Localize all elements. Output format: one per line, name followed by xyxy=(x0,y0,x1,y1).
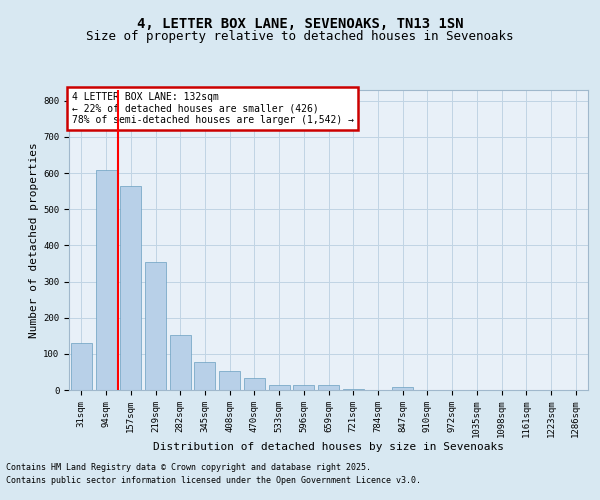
Bar xyxy=(120,186,141,390)
Bar xyxy=(71,343,92,390)
Text: 4, LETTER BOX LANE, SEVENOAKS, TN13 1SN: 4, LETTER BOX LANE, SEVENOAKS, TN13 1SN xyxy=(137,18,463,32)
Text: Size of property relative to detached houses in Sevenoaks: Size of property relative to detached ho… xyxy=(86,30,514,43)
X-axis label: Distribution of detached houses by size in Sevenoaks: Distribution of detached houses by size … xyxy=(153,442,504,452)
Bar xyxy=(392,388,413,390)
Text: 4 LETTER BOX LANE: 132sqm
← 22% of detached houses are smaller (426)
78% of semi: 4 LETTER BOX LANE: 132sqm ← 22% of detac… xyxy=(71,92,353,124)
Bar xyxy=(269,384,290,390)
Bar xyxy=(318,386,339,390)
Bar xyxy=(219,371,240,390)
Bar xyxy=(95,170,116,390)
Bar xyxy=(244,378,265,390)
Bar xyxy=(170,335,191,390)
Text: Contains public sector information licensed under the Open Government Licence v3: Contains public sector information licen… xyxy=(6,476,421,485)
Y-axis label: Number of detached properties: Number of detached properties xyxy=(29,142,39,338)
Text: Contains HM Land Registry data © Crown copyright and database right 2025.: Contains HM Land Registry data © Crown c… xyxy=(6,464,371,472)
Bar xyxy=(293,386,314,390)
Bar xyxy=(145,262,166,390)
Bar xyxy=(194,362,215,390)
Bar xyxy=(343,388,364,390)
